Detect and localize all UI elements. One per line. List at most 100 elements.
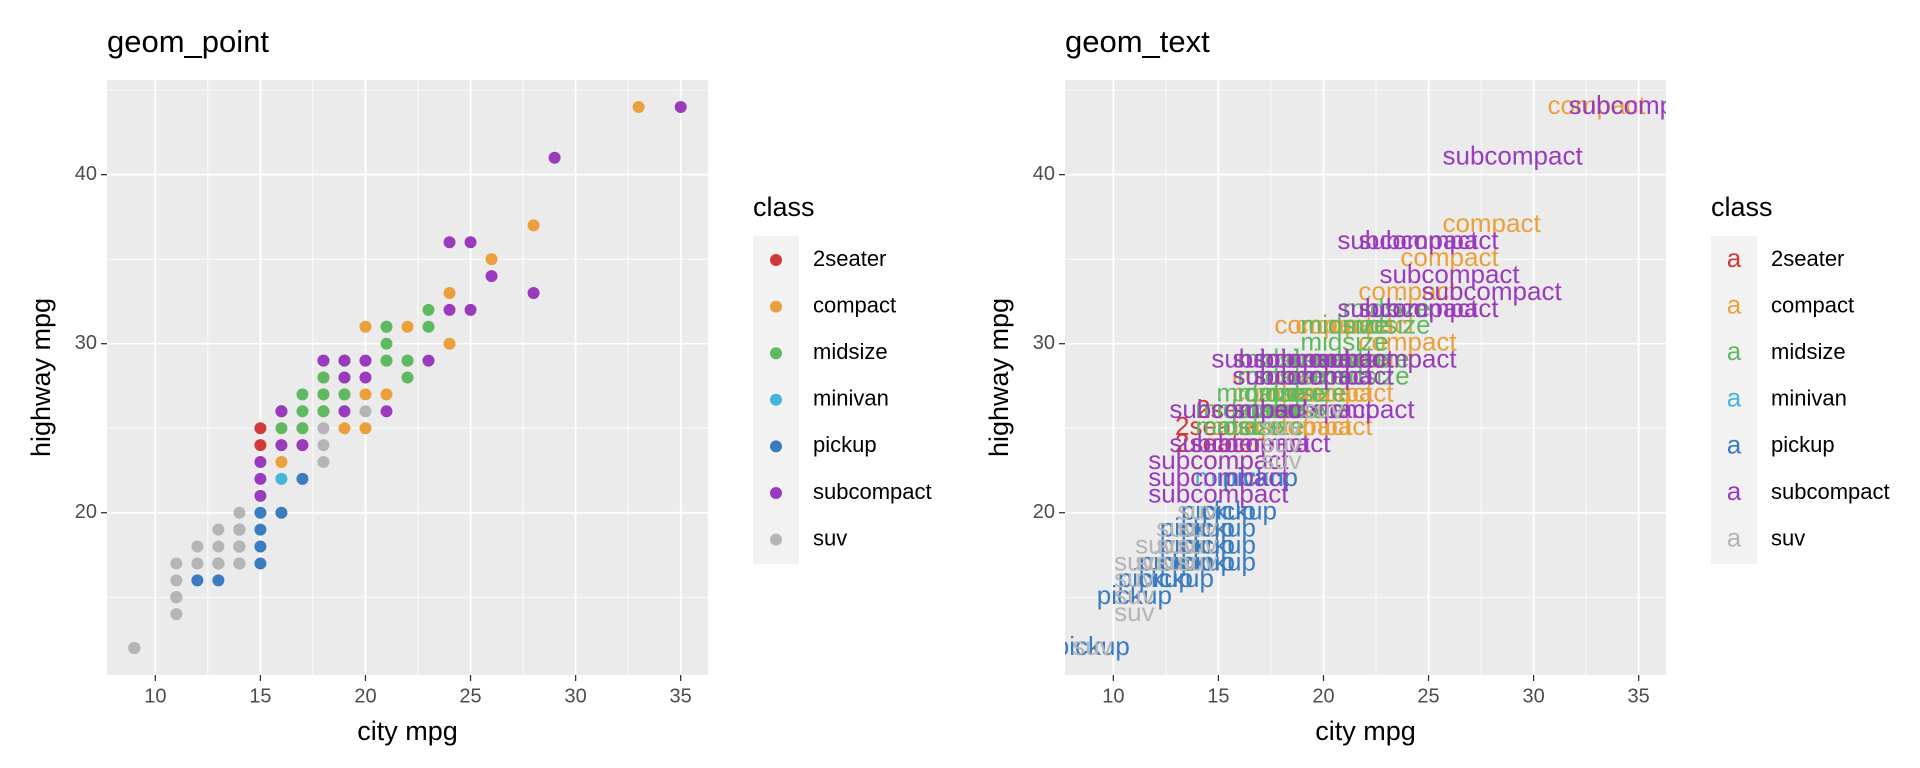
point-label: midsize	[1300, 310, 1388, 340]
point-label: compact	[1211, 428, 1310, 458]
legend-title: class	[753, 192, 815, 222]
point-label: pickup	[1181, 529, 1256, 559]
point	[296, 388, 309, 401]
point	[191, 557, 204, 570]
x-tick-label: 35	[670, 685, 692, 707]
point-label: midsize	[1342, 293, 1430, 323]
legend-label: compact	[1771, 292, 1854, 317]
legend-label: 2seater	[1771, 246, 1844, 271]
point-label: midsize	[1216, 411, 1304, 441]
point	[296, 439, 309, 452]
point	[296, 405, 309, 418]
point-label: subcompact	[1379, 259, 1520, 289]
legend-label: minivan	[1771, 386, 1847, 411]
point-label: suv	[1303, 394, 1343, 424]
point-label: compact	[1274, 411, 1373, 441]
point	[359, 320, 372, 333]
point	[254, 472, 267, 485]
point	[338, 371, 351, 384]
point	[275, 472, 288, 485]
point-label: midsize	[1300, 343, 1388, 373]
point	[380, 320, 393, 333]
point	[338, 422, 351, 435]
point-label: suv	[1114, 563, 1154, 593]
point	[170, 557, 183, 570]
point	[233, 523, 246, 536]
point	[380, 337, 393, 350]
point	[443, 303, 456, 316]
x-tick-label: 25	[1417, 685, 1439, 707]
x-tick-label: 30	[1522, 685, 1544, 707]
point	[233, 506, 246, 519]
point	[212, 540, 225, 553]
point-label: pickup	[1181, 513, 1256, 543]
point	[254, 422, 267, 435]
point	[338, 405, 351, 418]
point-label: suv	[1177, 513, 1217, 543]
point-label: compact	[1548, 90, 1647, 120]
point	[275, 456, 288, 469]
point	[422, 303, 435, 316]
legend-key	[770, 533, 782, 546]
point	[380, 388, 393, 401]
point	[254, 506, 267, 519]
point-label: midsize	[1195, 411, 1283, 441]
point-label: subcompact	[1148, 479, 1289, 509]
legend-key	[770, 393, 782, 406]
panel-group: geom_point 10 15 20 25 30 35 20 30 40 city mpg high…	[26, 24, 932, 746]
point-label: midsize	[1237, 343, 1325, 373]
point	[359, 422, 372, 435]
point-label: suv	[1135, 546, 1175, 576]
point-label: subcompact	[1337, 293, 1478, 323]
point	[296, 422, 309, 435]
y-tick-label: 40	[1033, 163, 1055, 185]
point-label: compact	[1316, 310, 1415, 340]
point	[527, 219, 540, 232]
x-axis-label: city mpg	[1315, 716, 1416, 746]
point-label: pickup	[1202, 496, 1277, 526]
x-tick-label: 15	[249, 685, 271, 707]
point-label: subcompact	[1274, 394, 1415, 424]
x-tick-label: 35	[1628, 685, 1650, 707]
legend-key: a	[1727, 243, 1742, 273]
legend-label: pickup	[813, 432, 877, 457]
y-axis-label: highway mpg	[26, 298, 56, 457]
legend-label: 2seater	[813, 246, 886, 271]
point-label: subcompact	[1148, 445, 1289, 475]
y-axis-label: highway mpg	[984, 298, 1014, 457]
point	[401, 320, 414, 333]
point	[317, 456, 330, 469]
point-label: suv	[1114, 546, 1154, 576]
legend-label: pickup	[1771, 432, 1835, 457]
point	[254, 489, 267, 502]
legend-key: a	[1727, 429, 1742, 459]
point-label: subcompact	[1232, 343, 1373, 373]
y-tick-label: 30	[75, 332, 97, 354]
point	[338, 354, 351, 367]
point	[674, 101, 687, 114]
point	[254, 439, 267, 452]
marks	[128, 101, 687, 654]
y-tick-label: 20	[1033, 501, 1055, 523]
point-label: compact	[1211, 411, 1310, 441]
point	[275, 422, 288, 435]
point-label: compact	[1253, 411, 1352, 441]
point	[338, 388, 351, 401]
point-label: suv	[1177, 496, 1217, 526]
panel-background	[1065, 80, 1666, 675]
point-label: 2seater	[1196, 394, 1283, 424]
point-label: suv	[1072, 631, 1112, 661]
legend-key: a	[1727, 289, 1742, 319]
legend-key-background	[1711, 236, 1757, 564]
point	[254, 557, 267, 570]
point	[317, 405, 330, 418]
point-label: 2seater	[1175, 411, 1262, 441]
point	[233, 540, 246, 553]
point-label: compact	[1190, 445, 1289, 475]
point	[443, 236, 456, 249]
point-label: subcompact	[1148, 462, 1289, 492]
y-tick-label: 40	[75, 163, 97, 185]
point-label: midsize	[1342, 310, 1430, 340]
point	[212, 574, 225, 587]
